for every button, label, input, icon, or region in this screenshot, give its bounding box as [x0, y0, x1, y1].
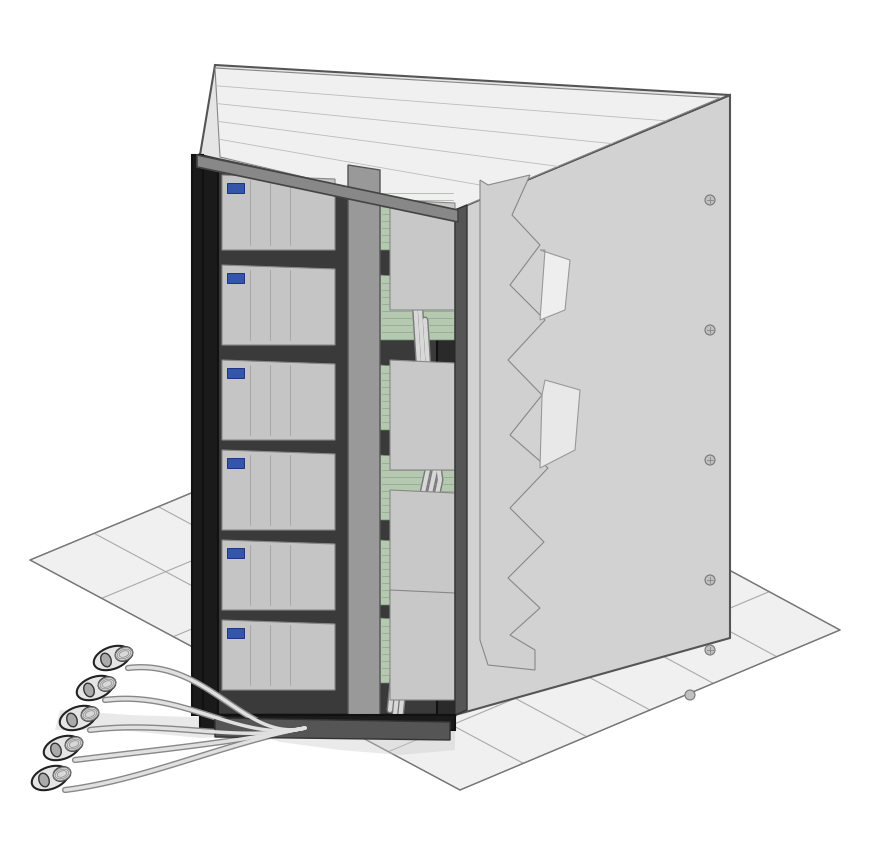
Ellipse shape — [84, 683, 94, 696]
Ellipse shape — [65, 737, 83, 752]
Polygon shape — [222, 620, 335, 690]
Polygon shape — [227, 273, 244, 283]
Polygon shape — [200, 65, 730, 210]
Circle shape — [685, 690, 695, 700]
Polygon shape — [227, 183, 244, 193]
Polygon shape — [540, 250, 570, 320]
Polygon shape — [200, 715, 455, 755]
Ellipse shape — [100, 653, 111, 667]
Ellipse shape — [67, 713, 77, 727]
Ellipse shape — [32, 766, 69, 791]
Polygon shape — [380, 618, 455, 683]
Polygon shape — [215, 68, 720, 212]
Polygon shape — [390, 490, 455, 600]
Polygon shape — [540, 380, 580, 468]
Circle shape — [705, 645, 715, 655]
Polygon shape — [480, 175, 548, 670]
Ellipse shape — [39, 773, 49, 787]
Ellipse shape — [60, 706, 96, 730]
Circle shape — [705, 325, 715, 335]
Polygon shape — [200, 155, 218, 715]
Polygon shape — [380, 275, 455, 340]
Polygon shape — [390, 200, 455, 310]
Polygon shape — [380, 365, 455, 430]
Polygon shape — [192, 155, 203, 715]
Polygon shape — [222, 360, 335, 440]
Polygon shape — [215, 718, 450, 740]
Polygon shape — [222, 265, 335, 345]
Polygon shape — [222, 540, 335, 610]
Ellipse shape — [77, 676, 114, 700]
Circle shape — [705, 195, 715, 205]
Polygon shape — [390, 360, 455, 470]
Ellipse shape — [115, 647, 133, 661]
Ellipse shape — [53, 766, 70, 781]
Polygon shape — [380, 540, 455, 605]
Polygon shape — [390, 590, 455, 700]
Polygon shape — [222, 450, 335, 530]
Polygon shape — [200, 715, 455, 730]
Circle shape — [705, 455, 715, 465]
Polygon shape — [222, 175, 335, 250]
Polygon shape — [455, 205, 467, 715]
Ellipse shape — [94, 645, 130, 670]
Polygon shape — [348, 165, 380, 715]
Polygon shape — [380, 455, 455, 520]
Polygon shape — [227, 458, 244, 468]
Polygon shape — [437, 210, 455, 715]
Polygon shape — [227, 548, 244, 558]
Polygon shape — [227, 368, 244, 378]
Polygon shape — [200, 155, 455, 715]
Polygon shape — [55, 710, 310, 738]
Circle shape — [705, 575, 715, 585]
Ellipse shape — [99, 677, 116, 691]
Polygon shape — [227, 628, 244, 638]
Polygon shape — [380, 185, 455, 250]
Polygon shape — [197, 155, 458, 222]
Ellipse shape — [81, 707, 99, 721]
Ellipse shape — [44, 736, 80, 760]
Polygon shape — [30, 400, 840, 790]
Ellipse shape — [51, 743, 62, 757]
Polygon shape — [455, 95, 730, 715]
